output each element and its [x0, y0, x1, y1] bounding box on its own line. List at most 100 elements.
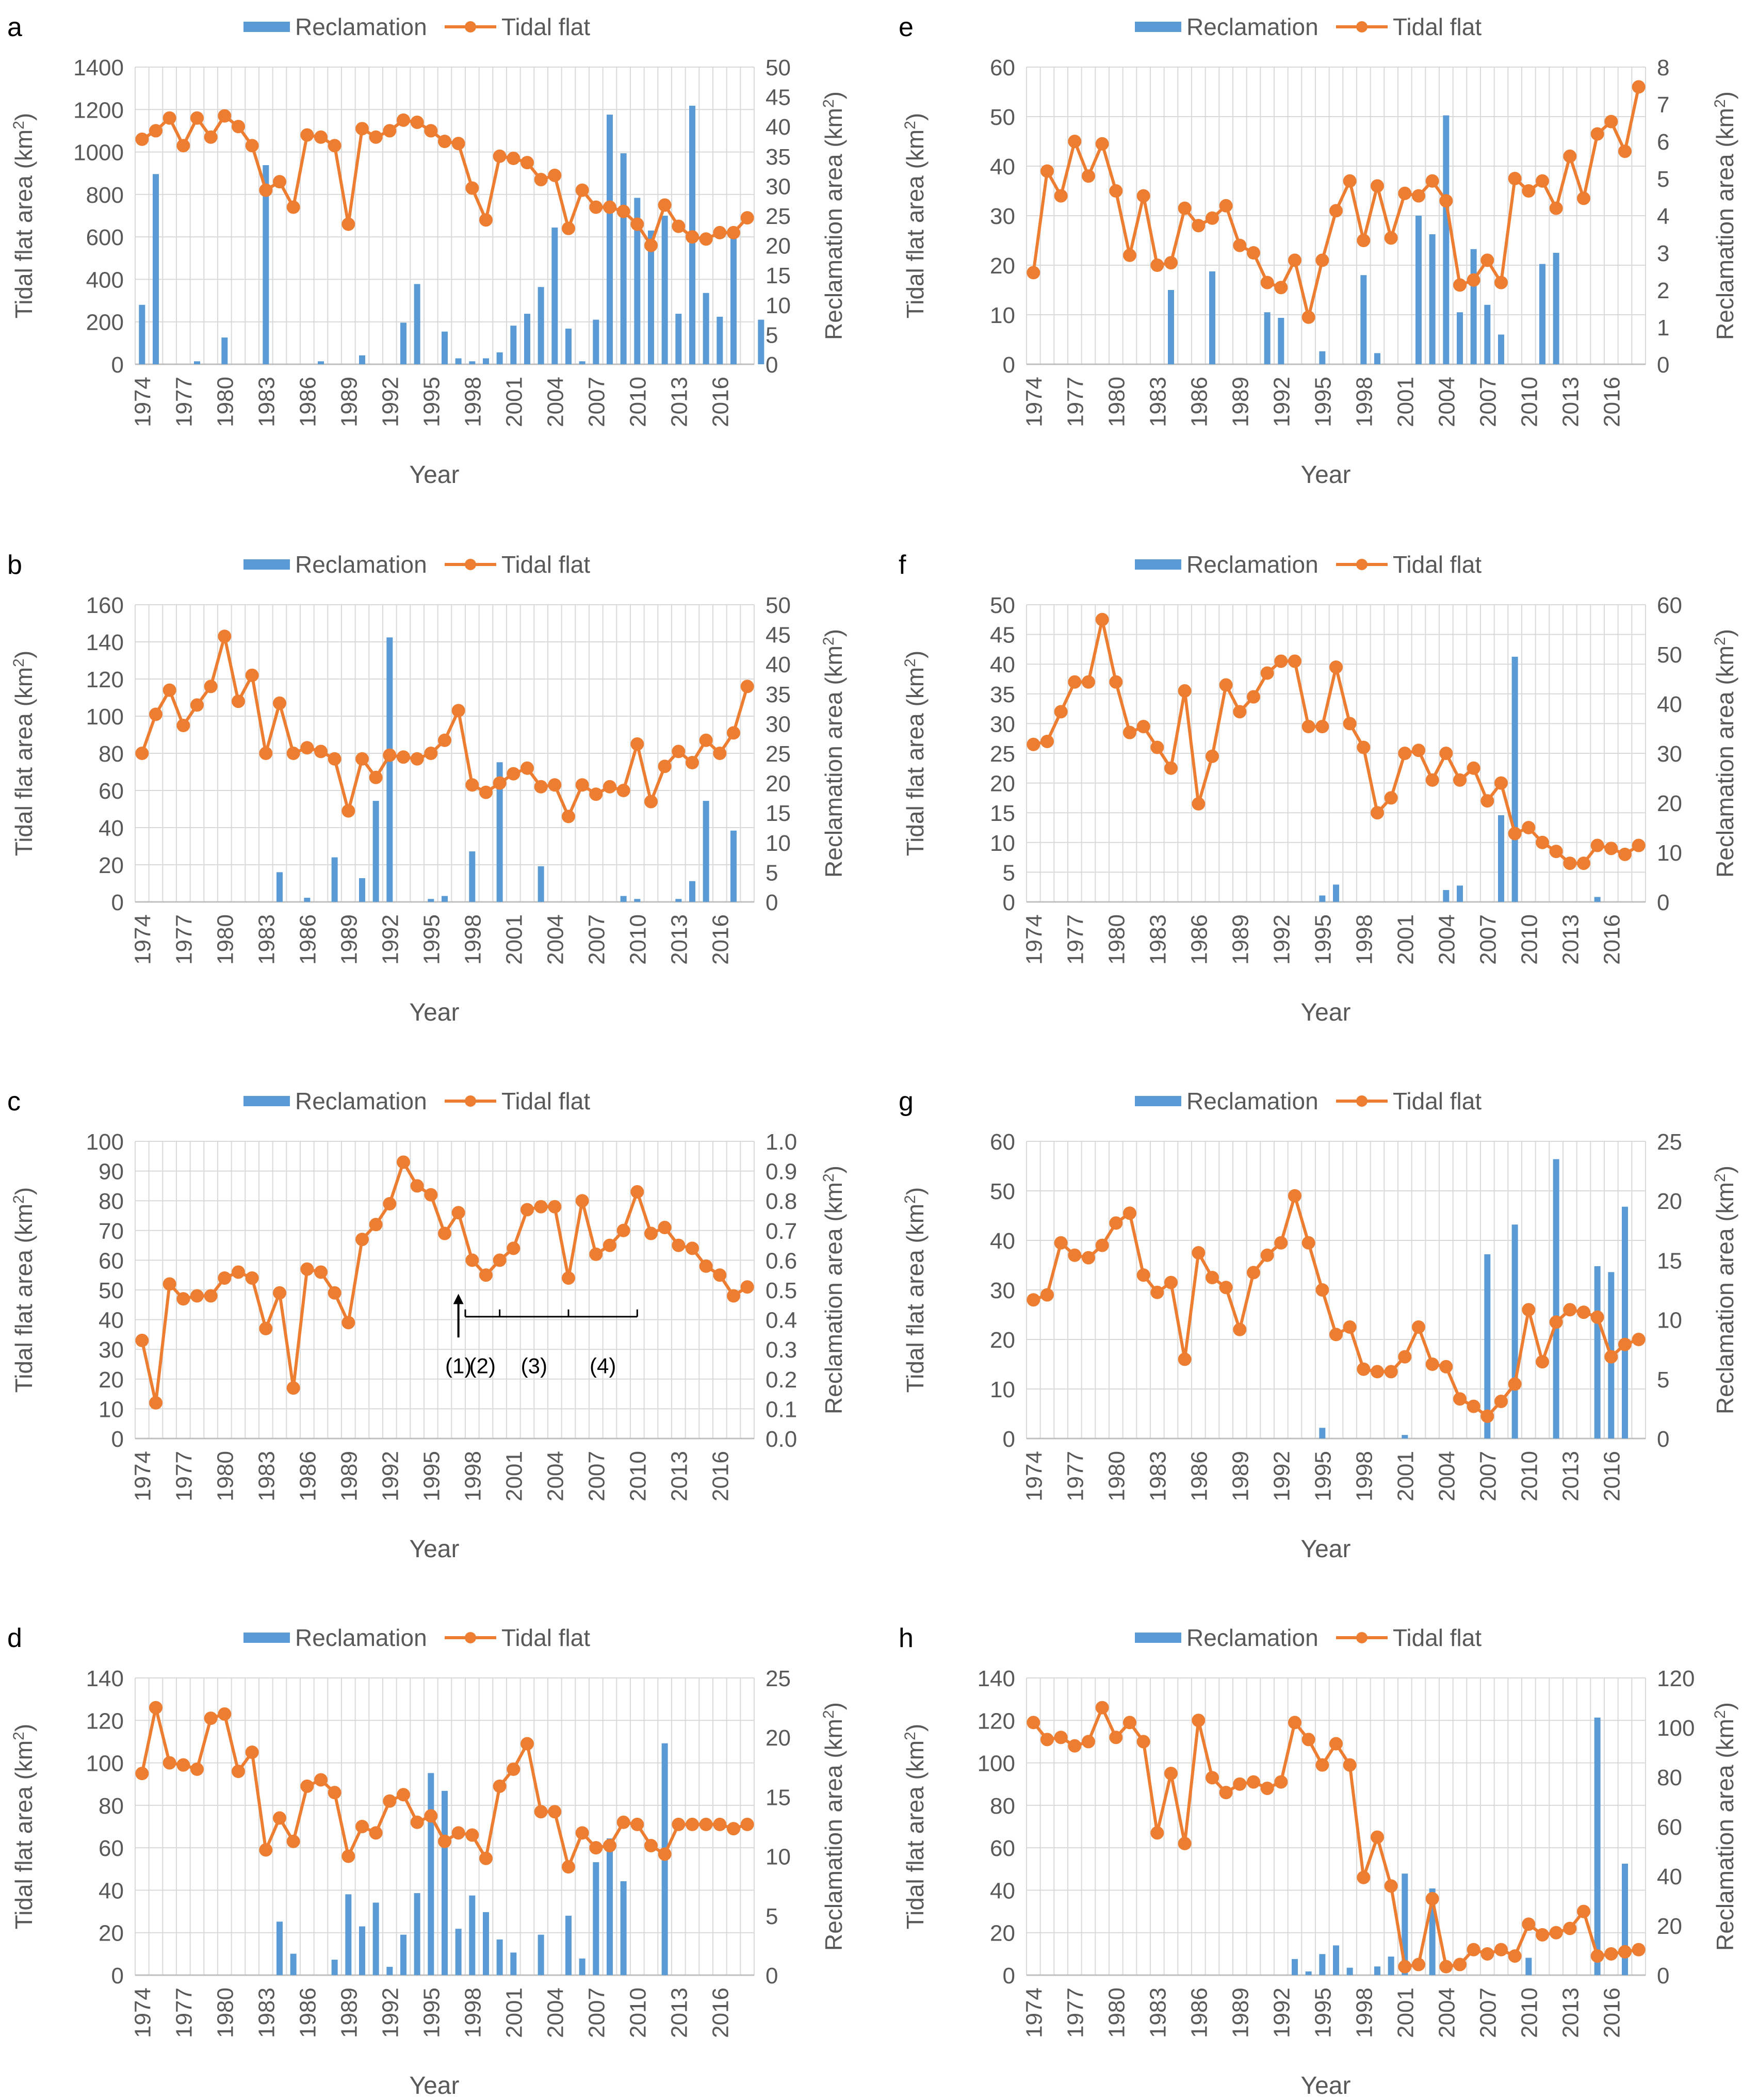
- chart-panel-h: h Reclamation Tidal flat 0 20 40 60 80 100 120 140…: [899, 1623, 1738, 2099]
- tidal-flat-point: [465, 1253, 479, 1267]
- legend-bar-swatch: [243, 22, 290, 32]
- x-tick-label: 2016: [1599, 377, 1624, 427]
- tidal-flat-point: [575, 183, 589, 197]
- y-tick-label: 15: [990, 801, 1015, 826]
- x-tick-label: 1980: [1104, 1451, 1129, 1501]
- legend-line-marker: [1356, 1632, 1368, 1643]
- legend-bar-label: Reclamation: [295, 13, 427, 40]
- x-tick-label: 1977: [1063, 1451, 1088, 1501]
- tidal-flat-point: [1192, 219, 1206, 233]
- tidal-flat-point: [493, 1253, 507, 1267]
- reclamation-bar: [469, 1895, 476, 1975]
- y2-tick-label: 10: [766, 293, 791, 318]
- panel-letter: a: [7, 12, 22, 42]
- y2-tick-label: 7: [1657, 92, 1669, 118]
- tidal-flat-point: [1425, 1892, 1439, 1905]
- tidal-flat-point: [727, 1289, 740, 1303]
- x-tick-label: 1983: [254, 914, 279, 965]
- reclamation-bar: [496, 762, 503, 902]
- x-axis-title: Year: [410, 461, 460, 489]
- x-tick-label: 1977: [1063, 914, 1088, 965]
- y2-tick-label: 35: [766, 144, 791, 170]
- y-tick-label: 0: [1003, 352, 1015, 378]
- tidal-flat-point: [1040, 164, 1054, 178]
- reclamation-bar: [717, 316, 723, 364]
- tidal-flat-point: [1453, 773, 1467, 787]
- tidal-flat-point: [479, 785, 493, 799]
- reclamation-bar: [538, 866, 544, 902]
- tidal-flat-point: [1192, 1246, 1206, 1259]
- legend-line-label: Tidal flat: [501, 1624, 590, 1651]
- x-tick-label: 1998: [1352, 914, 1377, 965]
- legend-bar-swatch: [243, 559, 290, 570]
- reclamation-bar: [634, 198, 641, 364]
- tidal-flat-point: [1315, 1758, 1329, 1772]
- x-tick-label: 2010: [625, 1451, 650, 1501]
- tidal-flat-point: [1027, 1716, 1040, 1730]
- tidal-flat-point: [520, 1203, 534, 1217]
- x-tick-label: 1983: [254, 1988, 279, 2038]
- reclamation-bar: [730, 236, 737, 364]
- y-tick-label: 120: [86, 1708, 124, 1734]
- reclamation-bar: [400, 322, 406, 364]
- tidal-flat-point: [438, 135, 451, 148]
- reclamation-bar: [1594, 1717, 1601, 1975]
- reclamation-bar: [455, 1929, 462, 1975]
- reclamation-bar: [1443, 115, 1450, 364]
- x-tick-label: 1980: [1104, 1988, 1129, 2038]
- legend-bar-label: Reclamation: [1186, 1624, 1318, 1651]
- tidal-flat-point: [493, 1779, 507, 1793]
- reclamation-bar: [153, 174, 159, 364]
- x-axis-title: Year: [1301, 461, 1351, 489]
- reclamation-bar: [1319, 1428, 1326, 1439]
- y2-tick-label: 6: [1657, 130, 1669, 155]
- tidal-flat-point: [300, 128, 314, 142]
- tidal-flat-point: [1054, 1236, 1068, 1250]
- tidal-flat-point: [1136, 1735, 1150, 1749]
- tidal-flat-point: [507, 1762, 520, 1776]
- y-tick-label: 60: [99, 1248, 124, 1273]
- reclamation-bar: [1319, 351, 1326, 364]
- tidal-flat-point: [699, 1817, 713, 1831]
- tidal-flat-point: [369, 770, 383, 784]
- tidal-flat-point: [300, 741, 314, 755]
- chart-panel-e: e Reclamation Tidal flat 0 10 20 30 40 50 60 0 1 2 3 4…: [899, 12, 1738, 489]
- x-tick-label: 2010: [625, 377, 650, 427]
- y-tick-label: 100: [86, 704, 124, 730]
- tidal-flat-point: [176, 139, 190, 153]
- tidal-flat-point: [1164, 1767, 1178, 1781]
- x-tick-label: 2004: [543, 377, 568, 427]
- reclamation-bar: [538, 287, 544, 364]
- reclamation-bar: [1498, 334, 1504, 364]
- tidal-flat-point: [1150, 1826, 1164, 1840]
- tidal-flat-point: [534, 1805, 548, 1819]
- tidal-flat-point: [438, 1834, 451, 1848]
- y-tick-label: 80: [990, 1794, 1015, 1819]
- tidal-flat-point: [589, 1841, 603, 1855]
- tidal-flat-point: [328, 1286, 341, 1300]
- y2-tick-label: 15: [766, 263, 791, 288]
- y-tick-label: 0: [111, 1963, 124, 1989]
- tidal-flat-point: [1480, 1947, 1494, 1961]
- y2-axis-title: Reclamation area (km2): [1712, 1702, 1739, 1951]
- tidal-flat-point: [713, 747, 727, 760]
- reclamation-bar: [194, 361, 200, 364]
- x-tick-label: 2010: [1517, 914, 1542, 965]
- x-tick-label: 1986: [1186, 1451, 1212, 1501]
- y-tick-label: 600: [86, 225, 124, 250]
- tidal-flat-point: [1439, 194, 1453, 208]
- reclamation-bar: [455, 358, 462, 364]
- y2-tick-label: 20: [1657, 1189, 1682, 1214]
- tidal-flat-point: [1247, 690, 1260, 704]
- reclamation-bar: [331, 1960, 338, 1975]
- tidal-flat-point: [727, 726, 740, 740]
- panel-letter: b: [7, 550, 22, 580]
- tidal-flat-point: [451, 1206, 465, 1220]
- tidal-flat-point: [1082, 169, 1095, 183]
- legend-bar-swatch: [243, 1633, 290, 1643]
- y2-tick-label: 40: [1657, 692, 1682, 717]
- tidal-flat-point: [1109, 184, 1123, 198]
- y2-tick-label: 15: [1657, 1248, 1682, 1273]
- tidal-flat-point: [1357, 1870, 1371, 1884]
- y-tick-label: 30: [990, 204, 1015, 229]
